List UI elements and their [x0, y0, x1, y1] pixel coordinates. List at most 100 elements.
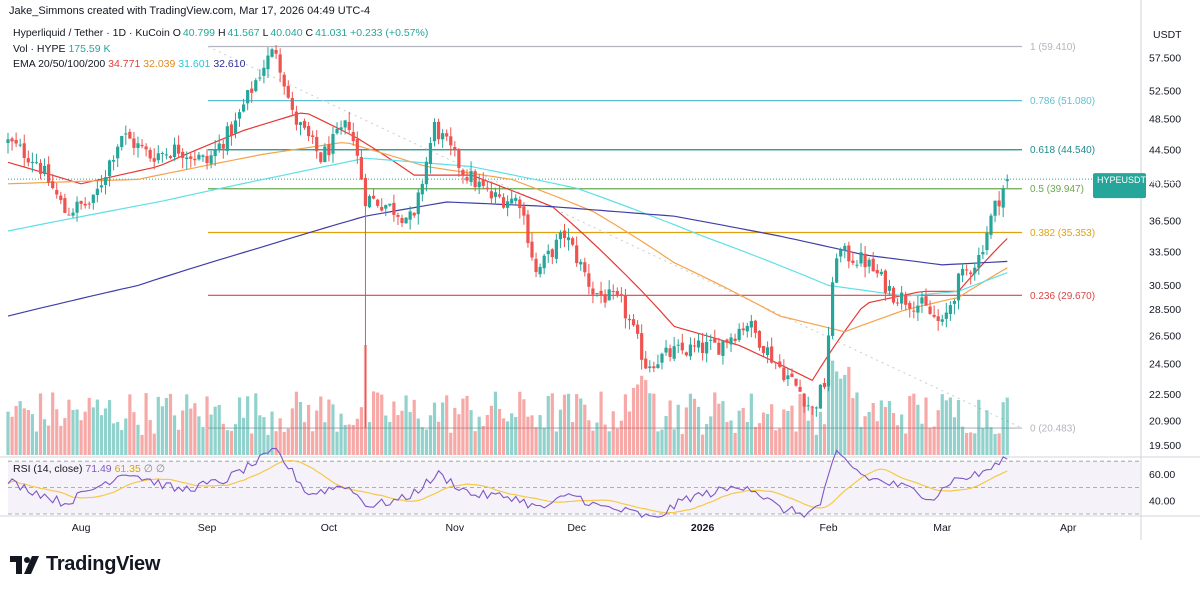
candle-body: [6, 139, 10, 143]
volume-bar: [172, 415, 177, 455]
volume-bar: [327, 399, 331, 455]
volume-legend[interactable]: Vol · HYPE 175.59 K: [13, 43, 111, 55]
volume-bar: [997, 433, 1001, 455]
volume-bar: [225, 430, 229, 455]
candle-body: [607, 289, 611, 301]
volume-bar: [400, 410, 404, 455]
volume-bar: [152, 433, 156, 455]
volume-bar: [351, 424, 355, 455]
volume-bar: [705, 424, 709, 455]
volume-bar: [63, 418, 67, 455]
volume-bar: [428, 415, 433, 455]
candle-body: [847, 245, 851, 262]
volume-bar: [185, 394, 189, 455]
candle-body: [331, 134, 335, 154]
time-axis[interactable]: Aug Sep Oct Nov Dec 2026 Feb Mar Apr: [72, 522, 1077, 534]
fib-retracement[interactable]: 1 (59.410) 0.786 (51.080) 0.618 (44.540) 0.…: [207, 42, 1095, 435]
price-axis[interactable]: USDT 57.500 52.500 48.500 44.500 40.500 36.500…: [1149, 29, 1182, 507]
ohlc-high: 41.567: [227, 27, 260, 39]
candle-body: [660, 353, 664, 363]
volume-bar: [47, 425, 51, 455]
candle-body: [71, 212, 75, 216]
volume-bar: [205, 396, 209, 455]
volume-bar: [445, 395, 449, 455]
volume-bar: [477, 416, 481, 455]
candle-body: [493, 192, 498, 197]
candle-body: [757, 330, 762, 348]
candle-body: [587, 273, 591, 287]
volume-bar: [38, 393, 43, 455]
fib-level-label: 1 (59.410): [1030, 42, 1076, 53]
volume-bar: [652, 393, 656, 455]
volume-bar: [648, 393, 652, 455]
candle-body: [315, 136, 319, 152]
volume-bar: [928, 427, 932, 455]
candle-body: [883, 270, 887, 293]
candle-body: [753, 320, 758, 333]
volume-bar: [164, 397, 169, 455]
volume-bar: [323, 422, 327, 455]
volume-bar: [538, 415, 542, 455]
volume-bar: [908, 395, 912, 455]
volume-bar: [550, 393, 554, 455]
volume-bar: [376, 392, 380, 455]
candle-body: [436, 121, 441, 140]
volume-bar: [436, 421, 441, 455]
candle-body: [10, 138, 14, 142]
candle-body: [327, 144, 331, 156]
volume-bar: [741, 408, 745, 455]
ohlc-low: 40.040: [270, 27, 303, 39]
candle-body: [351, 131, 355, 142]
volume-bar: [367, 422, 372, 455]
volume-bar: [778, 428, 782, 455]
ema-legend[interactable]: EMA 20/50/100/200 34.771 32.039 31.601 3…: [13, 58, 245, 70]
candle-body: [95, 188, 99, 196]
candle-body: [887, 286, 892, 291]
candle-body: [725, 339, 729, 343]
volume-bar: [977, 399, 981, 455]
candle-body: [323, 146, 327, 163]
candle-body: [900, 292, 904, 304]
volume-bar: [1005, 397, 1009, 455]
candles: [6, 45, 1009, 429]
candle-body: [778, 361, 782, 367]
price-tick-label: 57.500: [1149, 53, 1181, 65]
candle-body: [705, 341, 709, 354]
volume-bar: [887, 401, 892, 455]
candle-body: [311, 135, 315, 137]
volume-bar: [668, 400, 672, 455]
brand-logo[interactable]: TradingView: [10, 553, 160, 576]
volume-bar: [680, 434, 684, 455]
volume-bar: [298, 402, 303, 455]
price-tick-label: 52.500: [1149, 85, 1181, 97]
candle-body: [75, 201, 79, 213]
volume-bar: [851, 398, 855, 455]
rsi-ma-line: [7, 459, 1008, 514]
volume-bar: [493, 391, 498, 455]
candle-body: [542, 255, 546, 269]
volume-bar: [818, 411, 822, 455]
volume-bar: [660, 429, 664, 455]
symbol-legend[interactable]: Hyperliquid / Tether · 1D · KuCoin O 40.7…: [13, 27, 428, 39]
candle-body: [107, 160, 112, 177]
candle-body: [810, 406, 814, 408]
volume-bar: [501, 418, 506, 455]
rsi-legend[interactable]: RSI (14, close) 71.49 61.35 ∅ ∅: [13, 463, 165, 475]
volume-bar: [197, 416, 201, 455]
volume-bar: [810, 406, 814, 455]
time-tick-label: Oct: [321, 522, 337, 534]
volume-bar: [558, 409, 563, 455]
candle-body: [993, 200, 997, 216]
candle-body: [530, 241, 534, 258]
candle-body: [591, 288, 595, 295]
volume-bar: [879, 400, 883, 455]
volume-bar: [339, 413, 343, 455]
volume-bar: [672, 429, 676, 455]
candle-body: [879, 271, 883, 275]
volume-bar: [132, 412, 136, 455]
volume-label: Vol · HYPE: [13, 43, 66, 55]
candle-body: [38, 162, 43, 174]
candle-body: [87, 203, 91, 205]
candle-body: [672, 346, 676, 359]
